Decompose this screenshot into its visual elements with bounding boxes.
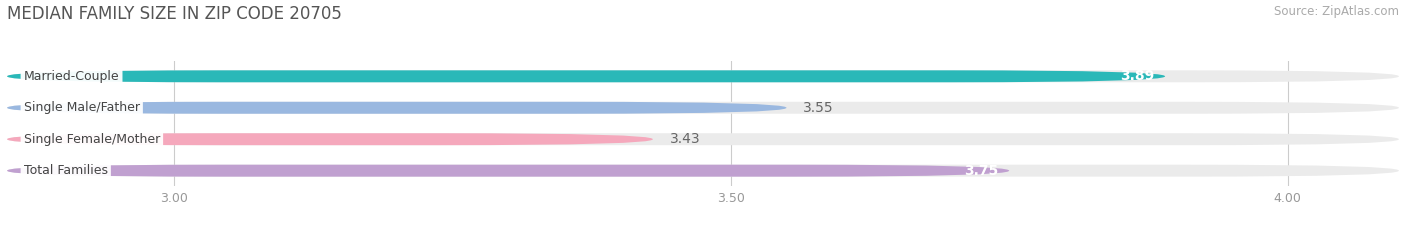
FancyBboxPatch shape — [7, 133, 652, 145]
Text: Source: ZipAtlas.com: Source: ZipAtlas.com — [1274, 5, 1399, 18]
FancyBboxPatch shape — [7, 70, 1399, 82]
Text: Single Male/Father: Single Male/Father — [24, 101, 139, 114]
Text: MEDIAN FAMILY SIZE IN ZIP CODE 20705: MEDIAN FAMILY SIZE IN ZIP CODE 20705 — [7, 5, 342, 23]
Text: 3.89: 3.89 — [1119, 69, 1154, 83]
FancyBboxPatch shape — [7, 165, 1010, 177]
Text: 3.55: 3.55 — [803, 101, 834, 115]
Text: Single Female/Mother: Single Female/Mother — [24, 133, 160, 146]
FancyBboxPatch shape — [7, 102, 786, 114]
FancyBboxPatch shape — [7, 133, 1399, 145]
FancyBboxPatch shape — [7, 102, 1399, 114]
Text: 3.75: 3.75 — [965, 164, 998, 178]
Text: Total Families: Total Families — [24, 164, 108, 177]
Text: 3.43: 3.43 — [669, 132, 700, 146]
FancyBboxPatch shape — [7, 70, 1166, 82]
FancyBboxPatch shape — [7, 165, 1399, 177]
Text: Married-Couple: Married-Couple — [24, 70, 120, 83]
